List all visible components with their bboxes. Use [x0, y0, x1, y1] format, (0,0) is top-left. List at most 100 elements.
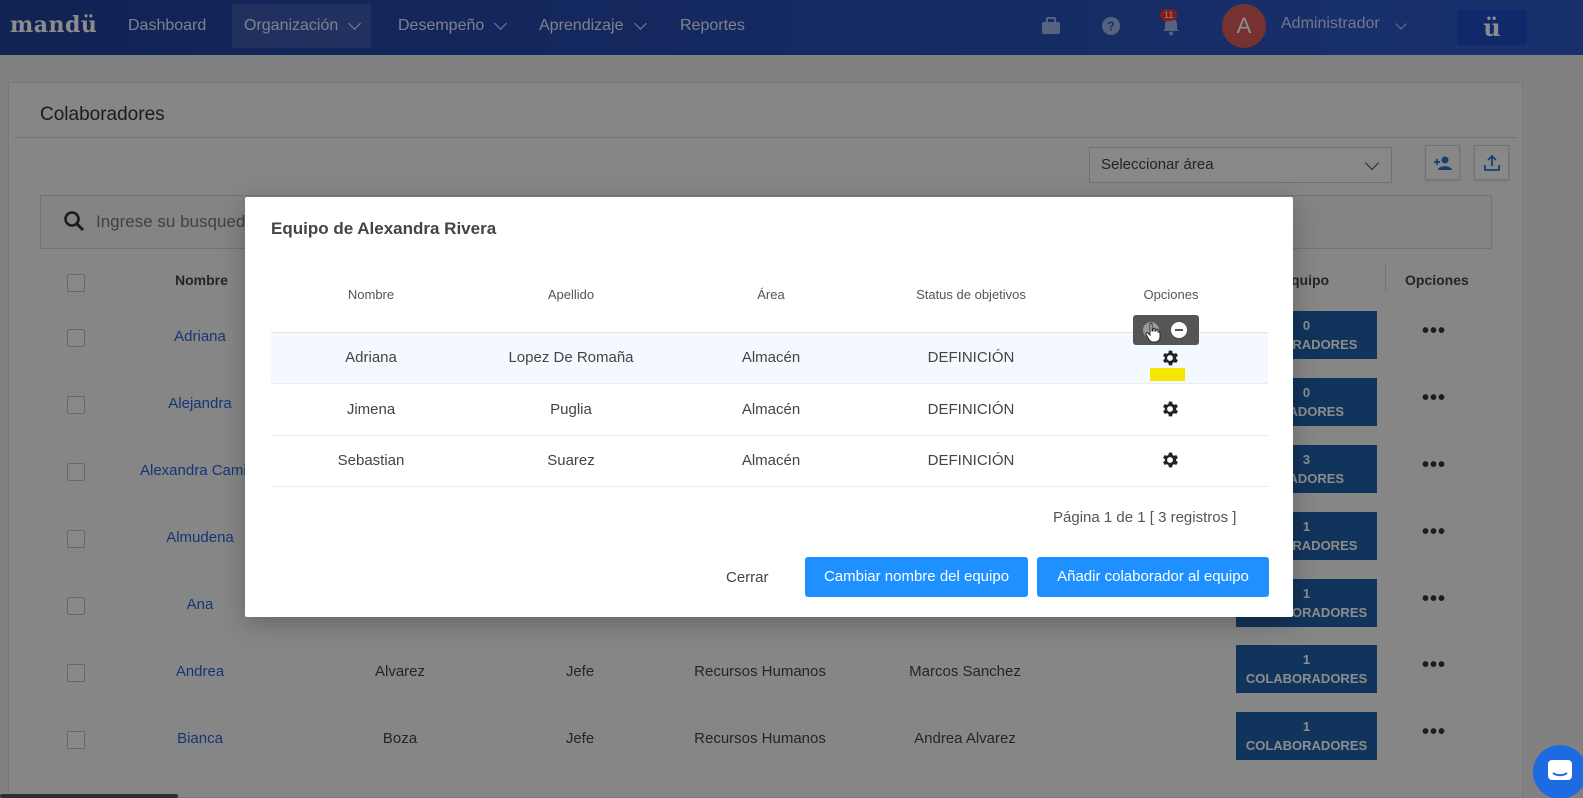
collaborator-name-link[interactable]: Alexandra Cami: [140, 462, 247, 479]
column-header-opciones: Opciones: [1405, 272, 1469, 288]
member-lastname: Puglia: [550, 401, 592, 418]
team-count: 3: [1302, 452, 1311, 467]
chat-icon: [1548, 760, 1572, 780]
table-row: Sebastian Suarez Almacén DEFINICIÓN: [271, 436, 1268, 487]
team-count-label: COLABORADORES: [1245, 738, 1368, 753]
gear-icon[interactable]: [1160, 348, 1180, 368]
collaborator-name-link[interactable]: Almudena: [166, 529, 234, 546]
remove-icon[interactable]: [1171, 322, 1187, 338]
gear-icon[interactable]: [1160, 399, 1180, 419]
modal-column-nombre: Nombre: [347, 287, 395, 302]
briefcase-icon[interactable]: [1040, 15, 1062, 37]
row-checkbox[interactable]: [67, 664, 85, 682]
bell-icon[interactable]: [1160, 15, 1182, 37]
row-checkbox[interactable]: [67, 463, 85, 481]
top-navbar: mandü Dashboard Organización Desempeño A…: [0, 0, 1583, 55]
member-area: Almacén: [741, 401, 801, 418]
team-count: 0: [1302, 385, 1311, 400]
collaborator-role: Jefe: [565, 663, 595, 680]
collaborator-name-link[interactable]: Ana: [186, 596, 214, 613]
nav-dashboard[interactable]: Dashboard: [116, 4, 218, 48]
nav-desempeno-label: Desempeño: [398, 17, 485, 34]
member-status: DEFINICIÓN: [927, 452, 1015, 469]
nav-dashboard-label: Dashboard: [128, 17, 207, 34]
nav-desempeno[interactable]: Desempeño: [386, 4, 517, 48]
team-count: 1: [1302, 652, 1311, 667]
member-name: Jimena: [346, 401, 396, 418]
column-header-nombre: Nombre: [175, 272, 228, 288]
team-count-button[interactable]: 1 COLABORADORES: [1236, 645, 1377, 693]
row-options-icon[interactable]: •••: [1422, 320, 1447, 342]
nav-organizacion[interactable]: Organización: [232, 4, 372, 48]
team-count-label: COLABORADORES: [1245, 671, 1368, 686]
row-checkbox[interactable]: [67, 396, 85, 414]
nav-aprendizaje-label: Aprendizaje: [539, 17, 624, 34]
row-checkbox[interactable]: [67, 731, 85, 749]
member-area: Almacén: [741, 349, 801, 366]
click-highlight: [1150, 368, 1185, 381]
collaborator-name-link[interactable]: Alejandra: [168, 395, 232, 412]
modal-title: Equipo de Alexandra Rivera: [271, 219, 497, 238]
row-options-icon[interactable]: •••: [1422, 588, 1447, 610]
svg-text:?: ?: [1107, 19, 1115, 34]
area-select[interactable]: Seleccionar área: [1089, 147, 1392, 183]
divider: [1385, 265, 1386, 291]
row-checkbox[interactable]: [67, 597, 85, 615]
team-count: 1: [1302, 519, 1311, 534]
chat-launcher-button[interactable]: [1533, 745, 1583, 798]
team-count-button[interactable]: 1 COLABORADORES: [1236, 712, 1377, 760]
collaborator-lastname: Alvarez: [374, 663, 426, 680]
add-member-button[interactable]: Añadir colaborador al equipo: [1037, 557, 1269, 597]
collaborator-manager: Marcos Sanchez: [909, 663, 1021, 680]
row-options-icon[interactable]: •••: [1422, 387, 1447, 409]
brand-button[interactable]: ü: [1457, 10, 1527, 45]
gear-icon[interactable]: [1160, 450, 1180, 470]
user-menu-label[interactable]: Administrador: [1281, 15, 1380, 32]
row-options-icon[interactable]: •••: [1422, 654, 1447, 676]
member-name: Adriana: [345, 349, 397, 366]
area-select-label: Seleccionar área: [1101, 156, 1214, 173]
horizontal-scrollbar[interactable]: [0, 794, 178, 798]
collaborator-name-link[interactable]: Bianca: [177, 730, 223, 747]
member-area: Almacén: [741, 452, 801, 469]
modal-column-opciones: Opciones: [1143, 287, 1199, 302]
page-title: Colaboradores: [40, 104, 165, 125]
notification-badge: 11: [1160, 9, 1178, 21]
nav-aprendizaje[interactable]: Aprendizaje: [527, 4, 657, 48]
avatar[interactable]: A: [1222, 4, 1266, 48]
hand-cursor-icon: [1145, 322, 1161, 343]
app-logo[interactable]: mandü: [10, 12, 98, 38]
table-row: Adriana Lopez De Romaña Almacén DEFINICI…: [271, 333, 1268, 384]
team-count: 1: [1302, 586, 1311, 601]
member-status: DEFINICIÓN: [927, 349, 1015, 366]
row-actions-tooltip: [1133, 315, 1199, 345]
member-name: Sebastian: [337, 452, 405, 469]
nav-reportes[interactable]: Reportes: [668, 4, 757, 48]
pagination-info: Página 1 de 1 [ 3 registros ]: [1053, 509, 1237, 526]
collaborator-name-link[interactable]: Andrea: [175, 663, 225, 680]
column-header-equipo: quipo: [1291, 272, 1330, 288]
member-status: DEFINICIÓN: [927, 401, 1015, 418]
row-options-icon[interactable]: •••: [1422, 521, 1447, 543]
close-button[interactable]: Cerrar: [726, 569, 769, 586]
modal-column-area: Área: [757, 287, 785, 302]
rename-team-button[interactable]: Cambiar nombre del equipo: [805, 557, 1028, 597]
row-options-icon[interactable]: •••: [1422, 721, 1447, 743]
team-count: 0: [1302, 318, 1311, 333]
select-all-checkbox[interactable]: [67, 274, 85, 292]
modal-column-apellido: Apellido: [547, 287, 595, 302]
member-lastname: Suarez: [547, 452, 595, 469]
modal-column-status: Status de objetivos: [916, 287, 1026, 302]
export-button[interactable]: [1474, 145, 1509, 180]
search-input[interactable]: Ingrese su busqued: [96, 212, 246, 231]
upload-icon: [1483, 154, 1500, 171]
help-icon[interactable]: ?: [1100, 15, 1122, 37]
row-options-icon[interactable]: •••: [1422, 454, 1447, 476]
team-count: 1: [1302, 719, 1311, 734]
add-user-icon: [1433, 156, 1452, 170]
collaborator-name-link[interactable]: Adriana: [174, 328, 226, 345]
row-checkbox[interactable]: [67, 329, 85, 347]
collaborator-lastname: Boza: [382, 730, 418, 747]
row-checkbox[interactable]: [67, 530, 85, 548]
add-user-button[interactable]: [1425, 145, 1460, 180]
